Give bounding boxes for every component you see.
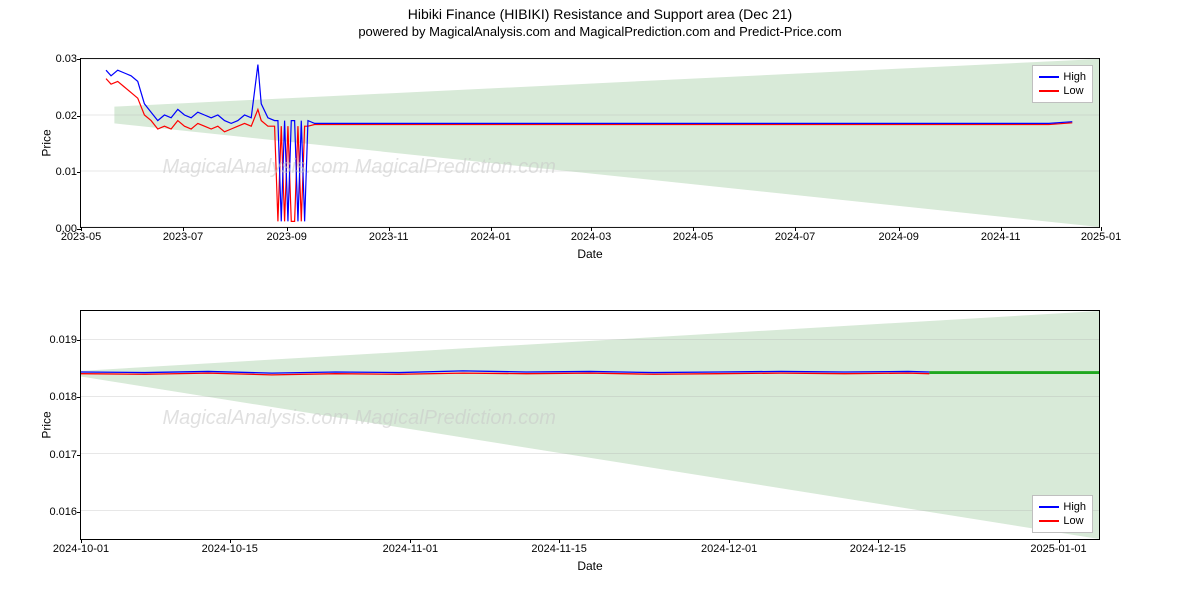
x-axis-label: Date (577, 247, 602, 261)
legend-row-low: Low (1039, 84, 1086, 98)
legend-row-high: High (1039, 500, 1086, 514)
legend-swatch-high (1039, 76, 1059, 78)
x-axis-label: Date (577, 559, 602, 573)
legend-row-low: Low (1039, 514, 1086, 528)
chart-titles: Hibiki Finance (HIBIKI) Resistance and S… (0, 0, 1200, 39)
bottom-chart-svg (81, 311, 1099, 539)
legend-label-low: Low (1063, 84, 1083, 98)
legend-swatch-low (1039, 520, 1059, 522)
legend-row-high: High (1039, 70, 1086, 84)
y-axis-label: Price (40, 129, 54, 156)
legend-swatch-high (1039, 506, 1059, 508)
title-main: Hibiki Finance (HIBIKI) Resistance and S… (0, 6, 1200, 22)
y-axis-label: Price (40, 411, 54, 438)
legend-label-high: High (1063, 70, 1086, 84)
legend-label-low: Low (1063, 514, 1083, 528)
top-chart-svg (81, 59, 1099, 227)
legend-top: High Low (1032, 65, 1093, 103)
bottom-chart-plot: MagicalAnalysis.com MagicalPrediction.co… (80, 310, 1100, 540)
legend-bottom: High Low (1032, 495, 1093, 533)
title-sub: powered by MagicalAnalysis.com and Magic… (0, 24, 1200, 39)
legend-swatch-low (1039, 90, 1059, 92)
legend-label-high: High (1063, 500, 1086, 514)
top-chart-plot: MagicalAnalysis.com MagicalPrediction.co… (80, 58, 1100, 228)
